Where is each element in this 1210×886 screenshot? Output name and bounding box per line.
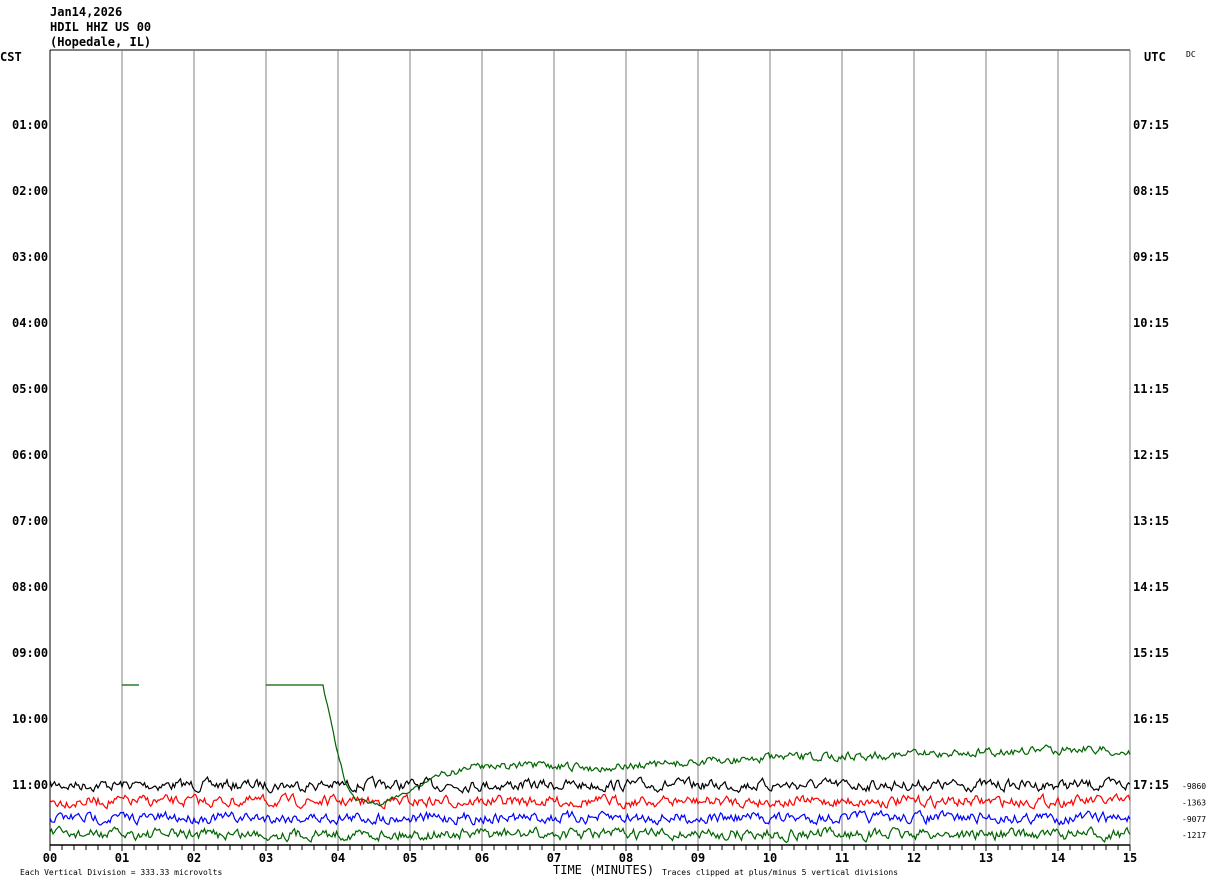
- x-tick-label: 04: [331, 851, 345, 865]
- station-label: HDIL HHZ US 00: [50, 20, 151, 34]
- right-time-label: 15:15: [1133, 646, 1169, 660]
- x-tick-label: 10: [763, 851, 777, 865]
- right-time-label: 12:15: [1133, 448, 1169, 462]
- clip-note: Traces clipped at plus/minus 5 vertical …: [662, 868, 898, 877]
- left-time-label: 08:00: [12, 580, 48, 594]
- dc-label: DC: [1186, 50, 1196, 59]
- x-tick-label: 09: [691, 851, 705, 865]
- date-label: Jan14,2026: [50, 5, 122, 19]
- x-tick-label: 07: [547, 851, 561, 865]
- trace-offset-label: -1363: [1182, 798, 1206, 807]
- x-tick-label: 03: [259, 851, 273, 865]
- right-timezone-label: UTC: [1144, 50, 1166, 64]
- x-tick-label: 00: [43, 851, 57, 865]
- x-tick-label: 15: [1123, 851, 1137, 865]
- left-time-label: 05:00: [12, 382, 48, 396]
- x-tick-label: 11: [835, 851, 849, 865]
- right-time-label: 11:15: [1133, 382, 1169, 396]
- seismic-trace: [49, 792, 1131, 810]
- y-labels: 01:00 07:15 02:00 08:15 03:00 09:15 04:00 10:15…: [12, 118, 1169, 792]
- right-time-label: 17:15: [1133, 778, 1169, 792]
- left-time-label: 10:00: [12, 712, 48, 726]
- right-time-label: 10:15: [1133, 316, 1169, 330]
- x-axis-title: TIME (MINUTES): [553, 863, 654, 877]
- drift-trace: [266, 684, 1131, 807]
- x-tick-label: 12: [907, 851, 921, 865]
- x-tick-label: 13: [979, 851, 993, 865]
- left-time-label: 07:00: [12, 514, 48, 528]
- left-time-label: 01:00: [12, 118, 48, 132]
- grid: [49, 49, 1131, 845]
- x-axis: 00 01 02 03 04 05 06 07 08 09 10 11 12 13 14 15: [43, 844, 1137, 865]
- left-time-label: 11:00: [12, 778, 48, 792]
- location-label: (Hopedale, IL): [50, 35, 151, 49]
- trace-offset-label: -9077: [1182, 815, 1206, 824]
- x-tick-label: 02: [187, 851, 201, 865]
- x-tick-label: 01: [115, 851, 129, 865]
- right-time-label: 16:15: [1133, 712, 1169, 726]
- right-time-label: 08:15: [1133, 184, 1169, 198]
- trace-offset-label: -9860: [1182, 782, 1206, 791]
- seismic-trace: [49, 775, 1131, 794]
- x-tick-label: 05: [403, 851, 417, 865]
- trace-offset-label: -1217: [1182, 831, 1206, 840]
- x-tick-label: 08: [619, 851, 633, 865]
- left-time-label: 03:00: [12, 250, 48, 264]
- right-time-label: 13:15: [1133, 514, 1169, 528]
- scale-note: Each Vertical Division = 333.33 microvol…: [20, 868, 222, 877]
- left-time-label: 04:00: [12, 316, 48, 330]
- left-time-label: 09:00: [12, 646, 48, 660]
- x-tick-label: 14: [1051, 851, 1065, 865]
- right-time-label: 09:15: [1133, 250, 1169, 264]
- traces: -9860 -1363 -9077 -1217: [49, 684, 1206, 844]
- left-time-label: 02:00: [12, 184, 48, 198]
- seismic-trace: [49, 809, 1131, 827]
- x-tick-label: 06: [475, 851, 489, 865]
- right-time-label: 14:15: [1133, 580, 1169, 594]
- right-time-label: 07:15: [1133, 118, 1169, 132]
- left-time-label: 06:00: [12, 448, 48, 462]
- left-timezone-label: CST: [0, 50, 22, 64]
- seismic-trace: [49, 825, 1131, 844]
